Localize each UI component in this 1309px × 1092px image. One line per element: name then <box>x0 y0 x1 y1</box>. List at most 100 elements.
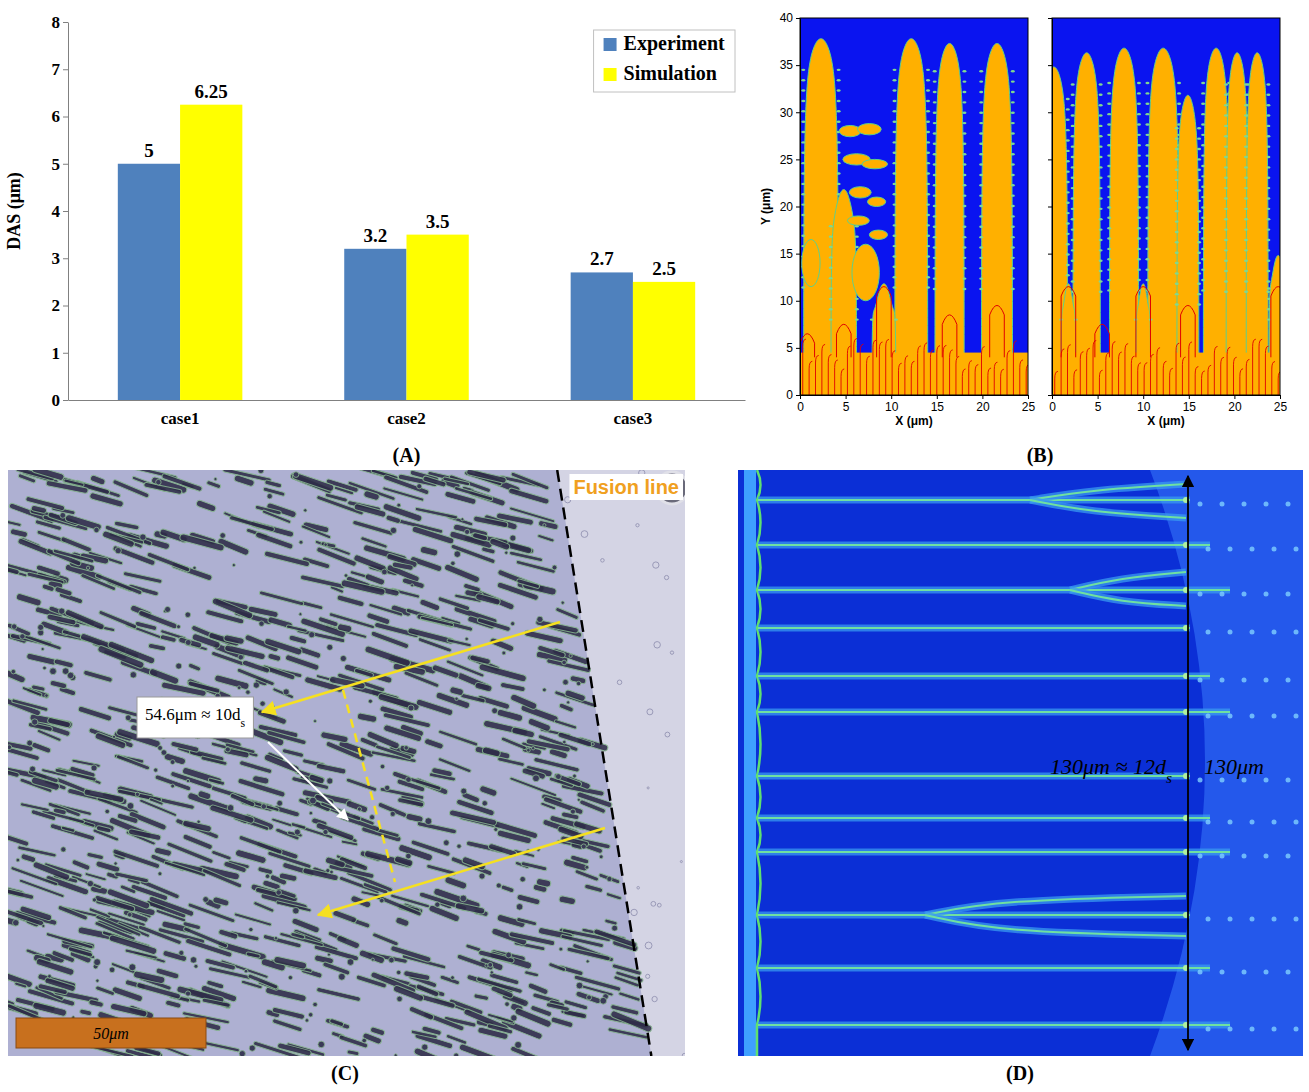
side-branch <box>926 245 930 247</box>
particle <box>435 902 440 907</box>
tick-label: 10 <box>885 400 899 414</box>
grain-boundary <box>1095 324 1110 357</box>
side-branch <box>962 194 966 196</box>
grain-boundary <box>836 324 851 357</box>
cell-boundary <box>930 350 933 395</box>
side-branch <box>933 143 937 145</box>
cell-boundary <box>1253 339 1256 395</box>
tick-label: 4 <box>52 202 61 221</box>
cell-core <box>758 544 1210 546</box>
dendrite <box>1177 95 1199 395</box>
particle <box>130 672 136 678</box>
dendrite-arm <box>560 934 603 948</box>
side-branch <box>1137 258 1141 260</box>
tick-mark <box>796 65 800 66</box>
droplet <box>1198 970 1203 975</box>
particle <box>494 828 498 832</box>
particle <box>406 777 412 783</box>
dendrite-arm <box>257 709 288 725</box>
cell-halo <box>758 625 1190 632</box>
side-branch <box>893 131 897 133</box>
side-branch <box>1099 270 1103 272</box>
side-branch <box>1201 279 1205 281</box>
dendrite-arm <box>112 479 149 498</box>
dendrite-arm <box>108 934 157 955</box>
dendrite-arm <box>286 625 308 633</box>
side-branch <box>1145 113 1149 115</box>
droplet <box>1228 714 1233 719</box>
cell-boundary <box>911 361 914 395</box>
side-branch <box>1175 137 1179 139</box>
axis-line <box>68 23 69 401</box>
dendrite-arm <box>508 488 550 505</box>
dendrite-arm <box>46 480 89 494</box>
speck <box>617 680 622 685</box>
tick: 15 <box>1183 395 1197 414</box>
particle <box>576 681 580 685</box>
side-branch <box>1066 191 1070 193</box>
particle <box>43 666 47 670</box>
cell-boundary <box>1007 351 1010 395</box>
dendrite-arm <box>416 699 454 717</box>
particle <box>411 584 414 587</box>
dendrite-arm <box>29 714 72 729</box>
dendrite-arm <box>548 962 566 972</box>
dendrite-arm <box>550 1017 573 1029</box>
dendrite-arm <box>22 686 43 697</box>
particle <box>587 995 592 1000</box>
side-branch <box>1267 318 1271 320</box>
dendrite-arm <box>123 909 149 922</box>
dendrite-arm <box>8 769 20 777</box>
dendrite-arm <box>79 1009 92 1017</box>
side-branch <box>1201 123 1205 125</box>
particle <box>16 858 20 862</box>
side-branch <box>1071 280 1075 282</box>
tick-mark <box>1048 301 1052 302</box>
particle <box>129 964 136 971</box>
droplet <box>1228 1027 1233 1032</box>
dendrite-arm <box>163 753 186 766</box>
speck <box>601 559 605 563</box>
side-branch <box>837 100 841 102</box>
dendrite-arm <box>35 519 62 530</box>
side-branch <box>1137 113 1141 115</box>
dendrite-fragment <box>847 216 869 225</box>
dendrite-arm <box>316 763 347 774</box>
dendrite-arm <box>377 693 420 711</box>
tick: 2 <box>52 296 69 315</box>
side-branch <box>1011 163 1015 165</box>
dendrite-arm <box>182 820 212 833</box>
simulation-image <box>738 470 1303 1056</box>
droplet <box>1228 547 1233 552</box>
side-branch <box>1197 231 1201 233</box>
particle <box>105 809 110 814</box>
grain-boundary <box>942 315 957 357</box>
cell-boundary <box>956 356 959 395</box>
side-branch <box>1066 181 1070 183</box>
side-branch <box>837 79 841 81</box>
data-labels: 53.22.76.253.52.5 <box>144 81 676 279</box>
tick-mark <box>1048 112 1052 113</box>
dendrite-arm <box>336 595 364 608</box>
particle <box>326 869 330 873</box>
dendrite-fragment <box>869 230 887 239</box>
droplet <box>1286 854 1291 859</box>
tick-mark <box>1048 65 1052 66</box>
dendrite-arm <box>555 607 579 620</box>
particle <box>443 840 449 846</box>
dendrite-arm <box>407 627 454 644</box>
particle <box>30 766 36 772</box>
dendrite-arm <box>55 768 97 782</box>
cell-core <box>758 589 1230 591</box>
side-branch <box>1224 145 1228 147</box>
side-branch <box>933 184 937 186</box>
dendrite-arm <box>185 938 233 958</box>
droplet <box>1294 547 1299 552</box>
side-branch <box>979 236 983 238</box>
speck <box>646 974 650 978</box>
tick-mark <box>63 306 68 307</box>
side-branch <box>1175 293 1179 295</box>
dendrite-arm <box>395 916 410 927</box>
x-axis: case1case2case3 <box>69 401 746 429</box>
tick: 0 <box>52 391 69 410</box>
